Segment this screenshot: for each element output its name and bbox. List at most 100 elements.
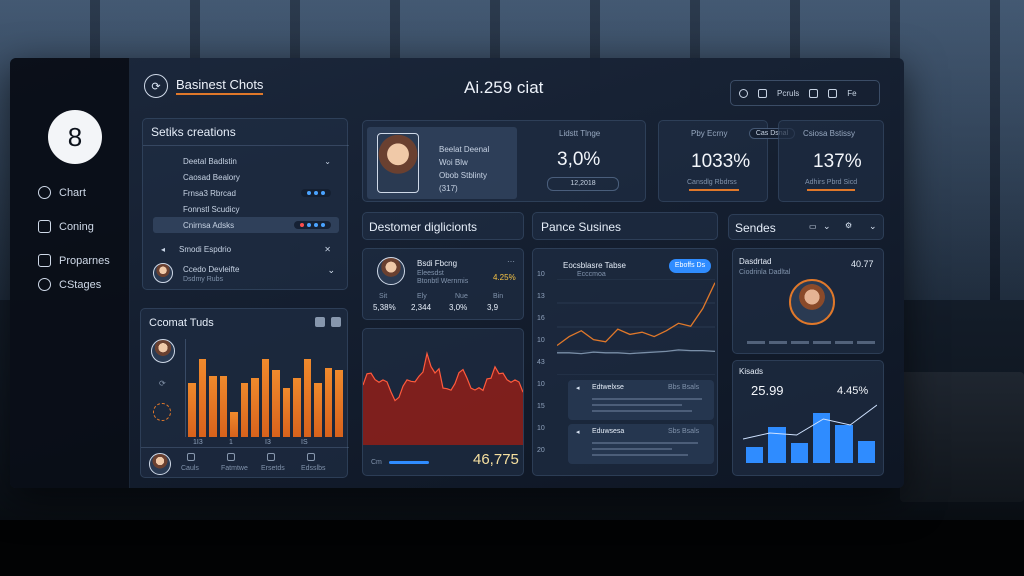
settings-title: Setiks creations (151, 125, 236, 139)
services-card-title: Dasdrtad (739, 257, 772, 266)
avatar[interactable] (789, 279, 835, 325)
background-monitor (900, 372, 1024, 502)
kpi-value: 3,0% (557, 149, 601, 170)
columns-icon (38, 254, 51, 267)
user-name: Ccedo Devleifte (183, 265, 240, 274)
pance-y-tick: 10 (537, 337, 545, 344)
services-line (743, 404, 877, 440)
trend-bar (251, 378, 259, 437)
settings-row[interactable]: Fonnstl Scudicy (183, 204, 240, 214)
trend-footer-label[interactable]: Fatmtwe (221, 465, 248, 472)
settings-row[interactable]: ◂ Smodi Espdrio ✕ (161, 244, 331, 254)
services-bar (790, 443, 808, 463)
avatar[interactable] (153, 263, 173, 283)
pance-y-axis: 10 13 16 10 43 10 15 10 20 (537, 257, 551, 454)
kpi-date-chip[interactable]: 12,2018 (547, 177, 619, 191)
app-logo[interactable]: 8 (48, 110, 102, 164)
footer-icon[interactable] (307, 453, 315, 461)
avatar[interactable] (149, 453, 171, 475)
trend-bar-chart (185, 339, 343, 437)
services-stat-1: 25.99 (751, 383, 784, 398)
note-card[interactable]: ◂ Edtwelxse Bbs Bsals (568, 380, 714, 420)
nav-item-cstages[interactable]: CStages (38, 278, 101, 291)
services-bar (768, 427, 786, 463)
pance-series-line (557, 349, 715, 355)
trend-footer-label[interactable]: Edsslbs (301, 465, 326, 472)
settings-row[interactable]: Deetal Badlstin ⌄ (183, 156, 331, 166)
services-bar (813, 413, 831, 463)
avatar[interactable] (151, 339, 175, 363)
services-card: Dasdrtad 40.77 Ciodrinla Dadltal (732, 248, 884, 354)
nav-item-coning[interactable]: Coning (38, 220, 94, 233)
kpi-panel-2: Pby Ecrny Cas Dsnal 1033% Cansdlg Rbdrss (658, 120, 795, 202)
services-bar (746, 447, 764, 463)
more-icon[interactable]: ⋯ (507, 257, 515, 266)
services-card-value: 40.77 (851, 259, 874, 269)
chevron-down-icon[interactable]: ⌄ (869, 221, 877, 231)
target-icon[interactable] (153, 403, 171, 421)
kpi-underline (807, 189, 855, 191)
chevron-down-icon[interactable]: ⌄ (823, 221, 831, 231)
pance-title-bar: Pance Susines (532, 212, 718, 240)
settings-panel: Setiks creations Deetal Badlstin ⌄ Caosad… (142, 118, 349, 290)
document-icon[interactable] (758, 88, 767, 98)
settings-row[interactable]: Caosad Bealory (183, 172, 240, 182)
customer-title: Destomer diglicionts (369, 220, 478, 234)
brand-name: Basinest Chots (176, 77, 264, 95)
trend-footer-label[interactable]: Ersetds (261, 465, 285, 472)
toolbar-label-2[interactable]: Fe (847, 88, 857, 98)
nav-item-chart[interactable]: Chart (38, 186, 86, 199)
pance-chart-label: Eocsblasre Tabse (563, 261, 626, 270)
chevron-down-icon[interactable]: ⌄ (327, 265, 335, 275)
note-card[interactable]: ◂ Eduwsesa Sbs Bsals (568, 424, 714, 464)
menu-icon[interactable] (331, 317, 341, 327)
pance-y-tick: 13 (537, 293, 545, 300)
print-icon[interactable] (828, 88, 838, 98)
chat-icon[interactable]: ▭ (809, 222, 817, 231)
toolbar-label[interactable]: Pcruls (777, 88, 800, 98)
trend-x-tick: I3 (265, 439, 271, 446)
trend-footer-label[interactable]: Cauls (181, 465, 199, 472)
trend-bar (335, 370, 343, 437)
footer-icon[interactable] (227, 453, 235, 461)
user-sub: Dsdmy Rubs (183, 276, 224, 283)
trend-bar (230, 411, 238, 437)
settings-row[interactable]: Frnsa3 Rbrcad (153, 185, 339, 201)
pance-series-line (557, 282, 715, 347)
footer-icon[interactable] (267, 453, 275, 461)
customer-title-bar: Destomer diglicionts (362, 212, 524, 240)
services-trend-line (743, 404, 877, 440)
nav-label: Proparnes (59, 254, 110, 267)
side-nav: 8 Chart Coning Proparnes CStages (10, 58, 130, 488)
chevron-down-icon: ⌄ (324, 156, 331, 166)
pance-y-tick: 10 (537, 271, 545, 278)
settings-row-selected[interactable]: Cnirnsa Adsks (153, 217, 339, 233)
expand-icon[interactable] (315, 317, 325, 327)
kpi-label: Csiosa Bstissy (803, 129, 856, 138)
services-title-bar: Sendes ▭ ⌄ ⚙ ⌄ (728, 214, 884, 240)
metric-value: 3,0% (449, 303, 468, 312)
wave-label: Cm (371, 459, 382, 466)
kpi-underline (689, 189, 739, 191)
nav-item-proparnes[interactable]: Proparnes (38, 254, 110, 267)
brand[interactable]: ⟳ Basinest Chots (144, 74, 264, 98)
services-bar (857, 441, 875, 463)
settings-icon[interactable]: ⚙ (845, 221, 853, 230)
refresh-icon[interactable]: ⟳ (159, 379, 166, 388)
customer-card: Bsdi Fbcng Eleesdst Btonbtl Wernmis 4.25… (362, 248, 524, 320)
metric-value: 3,9 (487, 303, 499, 312)
kpi-value: 1033% (691, 151, 751, 172)
footer-icon[interactable] (187, 453, 195, 461)
status-dots (301, 189, 331, 197)
trend-bar (293, 378, 301, 437)
calendar-icon[interactable] (809, 88, 819, 98)
avatar[interactable] (377, 257, 405, 285)
search-icon[interactable] (739, 88, 748, 98)
pance-action-button[interactable]: Eboffs Ds (669, 259, 711, 273)
services-title: Sendes (735, 221, 776, 235)
gear-icon (38, 278, 51, 291)
trend-bar (219, 376, 228, 437)
kpi-value: 137% (813, 151, 862, 172)
person-value: 4.25% (493, 273, 516, 282)
trend-bar (240, 383, 249, 437)
